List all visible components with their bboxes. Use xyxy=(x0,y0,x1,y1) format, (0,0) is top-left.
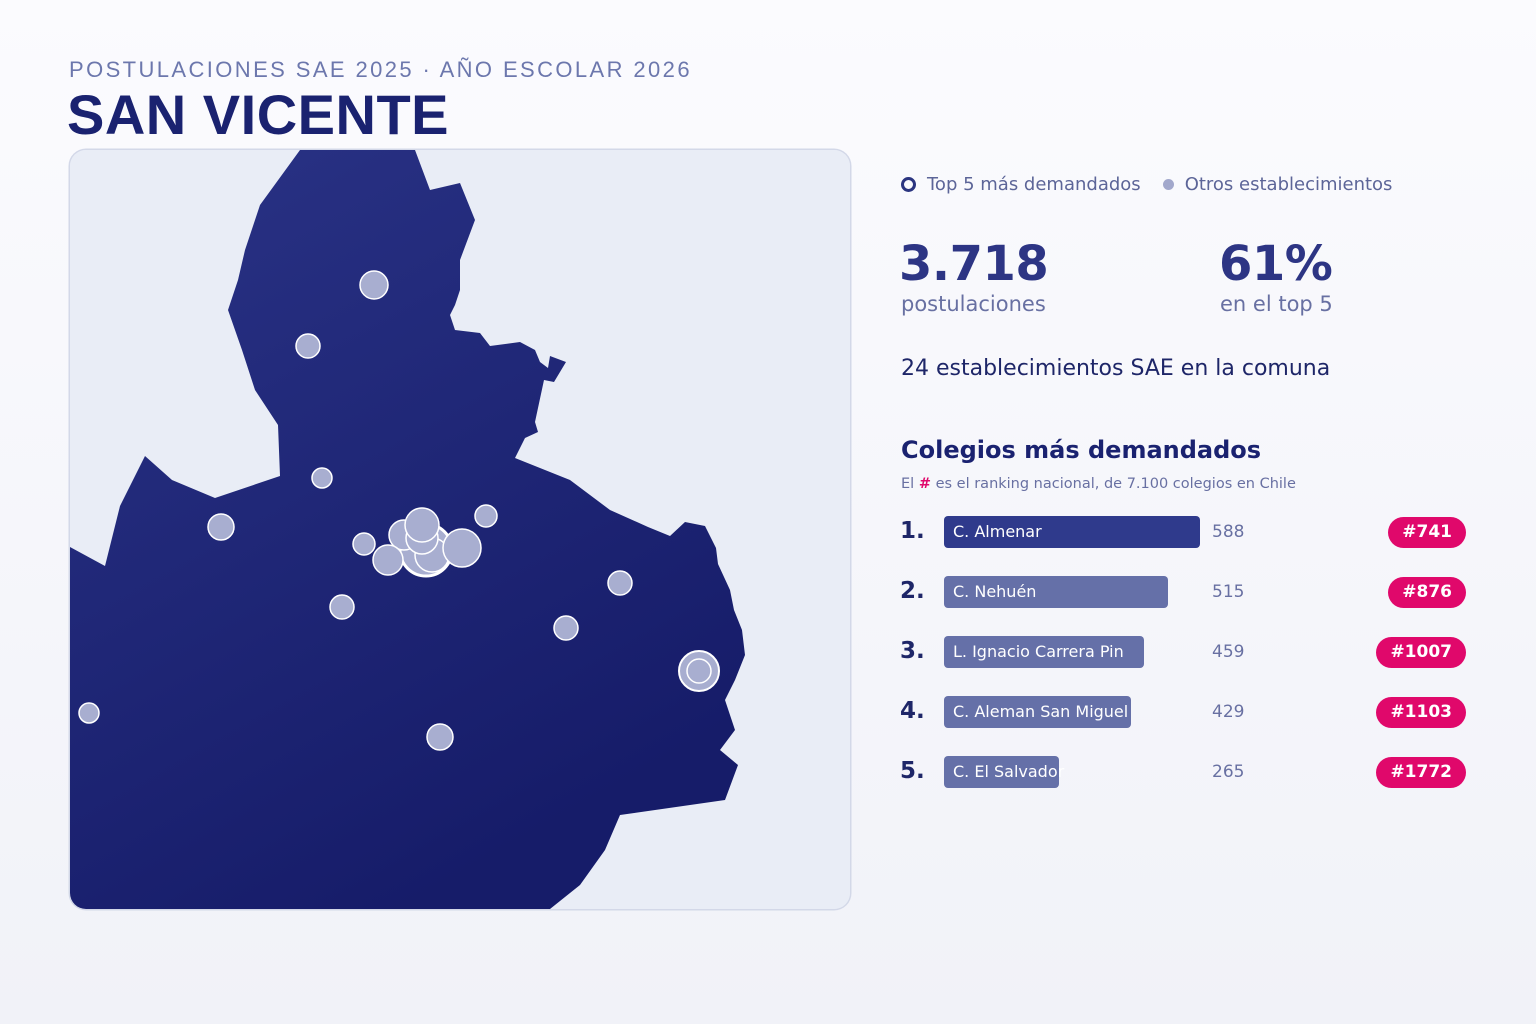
establishments-count: 24 establecimientos SAE en la comuna xyxy=(901,356,1331,381)
establishment-marker[interactable] xyxy=(426,723,454,751)
establishment-marker[interactable] xyxy=(553,615,579,641)
school-name: L. Ignacio Carrera Pin xyxy=(953,642,1124,661)
ranking-row-2[interactable]: 2. C. Nehuén 515 #876 xyxy=(0,576,1536,610)
ranking-row-5[interactable]: 5. C. El Salvador 265 #1772 xyxy=(0,756,1536,790)
ranking-note-prefix: El xyxy=(901,476,915,492)
establishment-marker[interactable] xyxy=(78,702,100,724)
establishment-marker[interactable] xyxy=(207,513,235,541)
applications-bar xyxy=(944,576,1168,608)
applications-label: postulaciones xyxy=(901,292,1046,316)
ranking-position: 2. xyxy=(900,578,925,604)
top5-marker[interactable] xyxy=(686,658,712,684)
ranking-position: 3. xyxy=(900,638,925,664)
ranking-note-hash: # xyxy=(918,476,931,492)
applications-bar xyxy=(944,516,1200,548)
establishment-marker[interactable] xyxy=(329,594,355,620)
top5-ring-icon xyxy=(901,177,916,192)
national-rank-badge: #1103 xyxy=(1376,697,1466,728)
ranking-row-3[interactable]: 3. L. Ignacio Carrera Pin 459 #1007 xyxy=(0,636,1536,670)
applications-bar xyxy=(944,636,1144,668)
national-rank-badge: #1772 xyxy=(1376,757,1466,788)
ranking-position: 1. xyxy=(900,518,925,544)
map-legend: Top 5 más demandados Otros establecimien… xyxy=(901,174,1392,195)
applications-bar xyxy=(944,756,1059,788)
ranking-row-1[interactable]: 1. C. Almenar 588 #741 xyxy=(0,516,1536,550)
applications-count: 265 xyxy=(1212,762,1245,782)
establishment-markers xyxy=(78,270,720,751)
legend-others-label: Otros establecimientos xyxy=(1184,174,1393,195)
ranking-position: 5. xyxy=(900,758,925,784)
commune-map[interactable] xyxy=(70,150,850,909)
top5-share-value: 61% xyxy=(1219,236,1333,292)
report-kicker: POSTULACIONES SAE 2025 · AÑO ESCOLAR 202… xyxy=(69,57,692,82)
ranking-note: El # es el ranking nacional, de 7.100 co… xyxy=(901,476,1296,492)
establishment-marker[interactable] xyxy=(359,270,389,300)
establishment-marker[interactable] xyxy=(352,532,376,556)
applications-count: 515 xyxy=(1212,582,1245,602)
ranking-note-suffix: es el ranking nacional, de 7.100 colegio… xyxy=(935,476,1296,492)
commune-title: SAN VICENTE xyxy=(67,83,449,146)
national-rank-badge: #741 xyxy=(1388,517,1466,548)
applications-value: 3.718 xyxy=(899,236,1049,292)
school-name: C. Nehuén xyxy=(953,582,1037,601)
establishment-marker[interactable] xyxy=(404,507,440,543)
school-name: C. Aleman San Miguel xyxy=(953,702,1129,721)
top5-share-label: en el top 5 xyxy=(1220,292,1333,316)
others-dot-icon xyxy=(1162,179,1174,190)
establishment-marker[interactable] xyxy=(474,504,498,528)
establishment-marker[interactable] xyxy=(372,544,404,576)
establishment-marker[interactable] xyxy=(311,467,333,489)
commune-map-svg xyxy=(70,150,850,909)
school-name: C. El Salvador xyxy=(953,762,1065,781)
legend-top5-label: Top 5 más demandados xyxy=(927,174,1141,195)
national-rank-badge: #1007 xyxy=(1376,637,1466,668)
establishment-marker[interactable] xyxy=(442,528,482,568)
applications-count: 429 xyxy=(1212,702,1245,722)
ranking-position: 4. xyxy=(900,698,925,724)
applications-count: 588 xyxy=(1212,522,1245,542)
establishment-marker[interactable] xyxy=(295,333,321,359)
national-rank-badge: #876 xyxy=(1388,577,1466,608)
ranking-row-4[interactable]: 4. C. Aleman San Miguel 429 #1103 xyxy=(0,696,1536,730)
school-name: C. Almenar xyxy=(953,522,1042,541)
ranking-title: Colegios más demandados xyxy=(901,436,1262,464)
establishment-marker[interactable] xyxy=(607,570,633,596)
applications-bar xyxy=(944,696,1131,728)
applications-count: 459 xyxy=(1212,642,1245,662)
